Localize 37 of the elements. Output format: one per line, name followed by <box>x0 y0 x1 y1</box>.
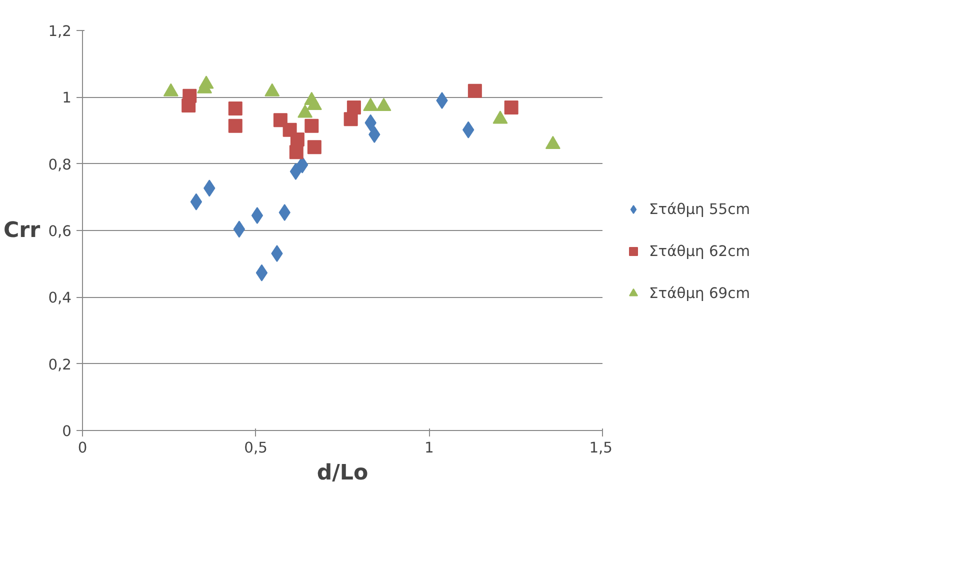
point <box>307 140 322 154</box>
legend-label: Στάθμη 69cm <box>649 284 750 302</box>
point <box>304 118 319 133</box>
x-tick-label: 0 <box>78 440 88 456</box>
x-axis-title: d/Lo <box>316 460 368 486</box>
y-tick-label: 0,2 <box>48 356 72 374</box>
point <box>504 100 518 114</box>
y-tick-label: 0,4 <box>48 290 72 307</box>
point <box>182 98 196 112</box>
legend-label: Στάθμη 55cm <box>649 200 750 218</box>
y-tick-label: 0,6 <box>48 223 72 240</box>
legend-label: Στάθμη 62cm <box>649 242 750 260</box>
y-tick-label: 1 <box>62 90 72 107</box>
y-tick-label: 0 <box>62 423 72 440</box>
point <box>296 156 308 174</box>
point <box>256 264 268 282</box>
point <box>278 204 290 221</box>
point <box>233 220 246 238</box>
x-tick-label: 0,5 <box>244 440 268 456</box>
point <box>436 92 448 109</box>
point <box>289 145 304 160</box>
y-tick-label: 1,2 <box>48 23 72 40</box>
point <box>228 118 242 133</box>
point <box>290 163 302 180</box>
point <box>271 245 283 262</box>
point <box>344 112 358 126</box>
x-tick-label: 1,5 <box>589 440 613 456</box>
y-axis-title: Crr <box>4 218 41 243</box>
point <box>190 193 202 210</box>
point <box>290 132 304 146</box>
point <box>468 84 482 98</box>
point <box>368 126 380 143</box>
point <box>228 102 242 116</box>
y-tick-label: 0,8 <box>48 156 72 174</box>
x-tick-label: 1 <box>424 440 434 456</box>
point <box>273 113 288 128</box>
point <box>251 207 264 224</box>
